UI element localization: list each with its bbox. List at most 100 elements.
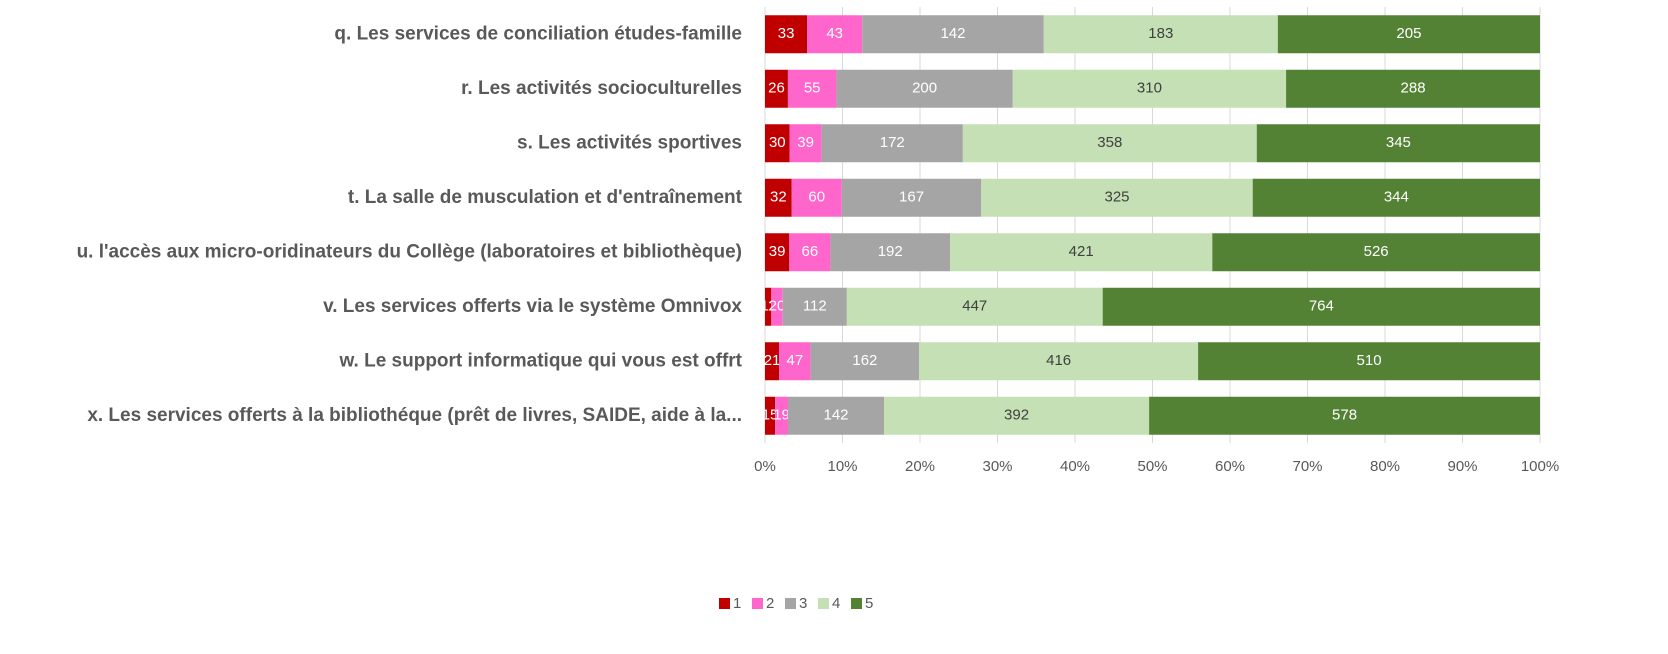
value-label: 310	[1137, 80, 1162, 97]
value-label: 20	[769, 298, 786, 315]
value-label: 47	[786, 352, 803, 369]
bar-segment	[1149, 396, 1540, 435]
bar-segment	[765, 233, 790, 272]
bar-segment	[836, 69, 1013, 108]
legend-label: 1	[733, 595, 741, 612]
bar-segment	[862, 15, 1044, 54]
x-tick-label: 100%	[1521, 458, 1559, 475]
value-label: 325	[1104, 189, 1129, 206]
value-label: 172	[880, 134, 905, 151]
value-label: 358	[1097, 134, 1122, 151]
bar-segment	[821, 124, 963, 163]
bar-segment	[765, 178, 792, 217]
bar-segment	[789, 124, 822, 163]
bar-segment	[765, 342, 780, 381]
bar-segment	[791, 178, 842, 217]
x-tick-label: 70%	[1292, 458, 1322, 475]
category-label: w. Le support informatique qui vous est …	[338, 350, 742, 371]
x-tick-label: 40%	[1060, 458, 1090, 475]
legend-swatch	[752, 598, 763, 609]
bar-segment	[841, 178, 982, 217]
bar-segment	[765, 396, 776, 435]
bar-segment	[1198, 342, 1540, 381]
bar-segment	[771, 287, 783, 326]
legend-swatch	[785, 598, 796, 609]
category-label: t. La salle de musculation et d'entraîne…	[348, 187, 743, 208]
bar-segment	[765, 69, 788, 108]
legend-label: 5	[865, 595, 873, 612]
value-label: 288	[1401, 80, 1426, 97]
x-tick-label: 60%	[1215, 458, 1245, 475]
value-label: 30	[769, 134, 786, 151]
bar-segment	[1277, 15, 1540, 54]
bar-segment	[1012, 69, 1287, 108]
value-label: 578	[1332, 407, 1357, 424]
category-label: s. Les activités sportives	[517, 132, 742, 153]
x-tick-label: 80%	[1370, 458, 1400, 475]
value-label: 205	[1396, 25, 1421, 42]
bar-segment	[1212, 233, 1540, 272]
legend-label: 4	[832, 595, 840, 612]
value-label: 526	[1364, 243, 1389, 260]
x-tick-label: 50%	[1137, 458, 1167, 475]
bar-segment	[919, 342, 1199, 381]
bar-segment	[779, 342, 811, 381]
value-label: 142	[940, 25, 965, 42]
value-label: 60	[808, 189, 825, 206]
bar-segment	[1043, 15, 1278, 54]
value-label: 26	[768, 80, 785, 97]
bar-segment	[950, 233, 1213, 272]
bar-segment	[765, 15, 808, 54]
value-label: 39	[797, 134, 814, 151]
legend-swatch	[851, 598, 862, 609]
x-tick-label: 10%	[827, 458, 857, 475]
value-label: 183	[1148, 25, 1173, 42]
bar-segment	[1256, 124, 1540, 163]
bar-segment	[1252, 178, 1540, 217]
value-label: 192	[878, 243, 903, 260]
value-label: 200	[912, 80, 937, 97]
x-tick-label: 90%	[1447, 458, 1477, 475]
x-tick-label: 30%	[982, 458, 1012, 475]
bar-segment	[765, 287, 772, 326]
value-label: 43	[826, 25, 843, 42]
bar-segment	[787, 69, 837, 108]
value-label: 112	[803, 298, 827, 315]
value-label: 162	[852, 352, 877, 369]
bar-segment	[981, 178, 1253, 217]
legend-swatch	[818, 598, 829, 609]
bar-segment	[782, 287, 847, 326]
category-label: v. Les services offerts via le système O…	[323, 296, 742, 317]
bar-segment	[962, 124, 1257, 163]
x-tick-label: 20%	[905, 458, 935, 475]
category-label: u. l'accès aux micro-oridinateurs du Col…	[77, 241, 742, 262]
value-label: 55	[804, 80, 821, 97]
bar-segment	[830, 233, 951, 272]
bar-segment	[884, 396, 1150, 435]
value-label: 344	[1384, 189, 1409, 206]
bar-segment	[1102, 287, 1540, 326]
legend-swatch	[719, 598, 730, 609]
bar-segment	[789, 233, 831, 272]
value-label: 167	[899, 189, 924, 206]
category-label: x. Les services offerts à la bibliothéqu…	[87, 405, 742, 426]
legend-label: 2	[766, 595, 774, 612]
bar-segment	[807, 15, 863, 54]
value-label: 15	[762, 407, 779, 424]
value-label: 39	[769, 243, 786, 260]
legend-label: 3	[799, 595, 807, 612]
value-label: 421	[1069, 243, 1094, 260]
bar-segment	[846, 287, 1103, 326]
value-label: 392	[1004, 407, 1029, 424]
bar-segment	[810, 342, 920, 381]
value-label: 447	[962, 298, 987, 315]
value-label: 21	[764, 352, 781, 369]
bar-segment	[765, 124, 790, 163]
value-label: 510	[1357, 352, 1382, 369]
value-label: 66	[802, 243, 819, 260]
bar-segment	[787, 396, 885, 435]
value-label: 32	[770, 189, 787, 206]
value-label: 345	[1386, 134, 1411, 151]
bar-segment	[775, 396, 788, 435]
